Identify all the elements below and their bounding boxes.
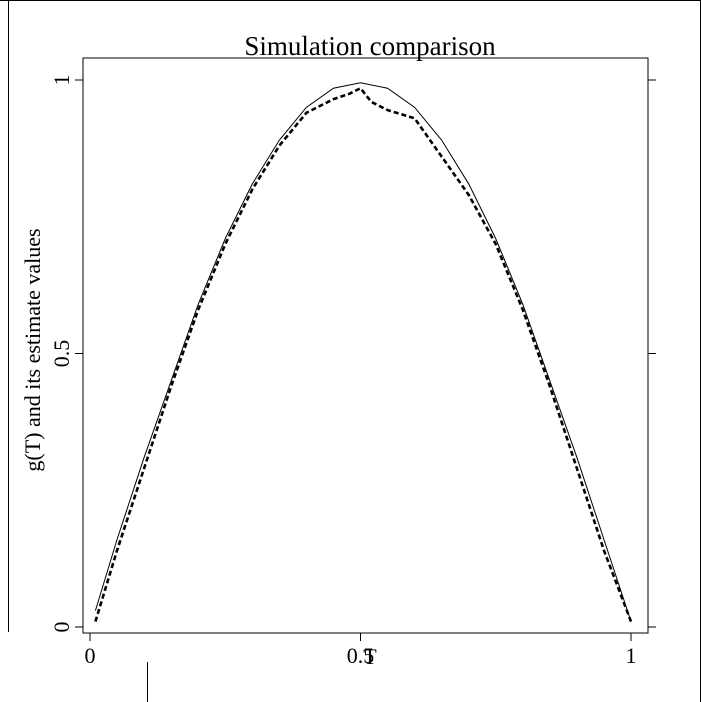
series-line: [94, 82, 632, 622]
y-axis-label: g(T) and its estimate values: [20, 228, 45, 471]
y-tick-label: 0: [49, 622, 74, 633]
series-line: [94, 86, 633, 622]
x-tick-label: 0.5: [347, 643, 375, 668]
y-tick-label: 0.5: [49, 340, 74, 368]
plot-frame: [82, 57, 649, 634]
x-tick-label: 1: [626, 643, 637, 668]
chart-title: Simulation comparison: [244, 31, 496, 61]
y-tick-label: 1: [49, 75, 74, 86]
x-tick-label: 0: [85, 643, 96, 668]
x-axis-label: T: [363, 644, 377, 669]
